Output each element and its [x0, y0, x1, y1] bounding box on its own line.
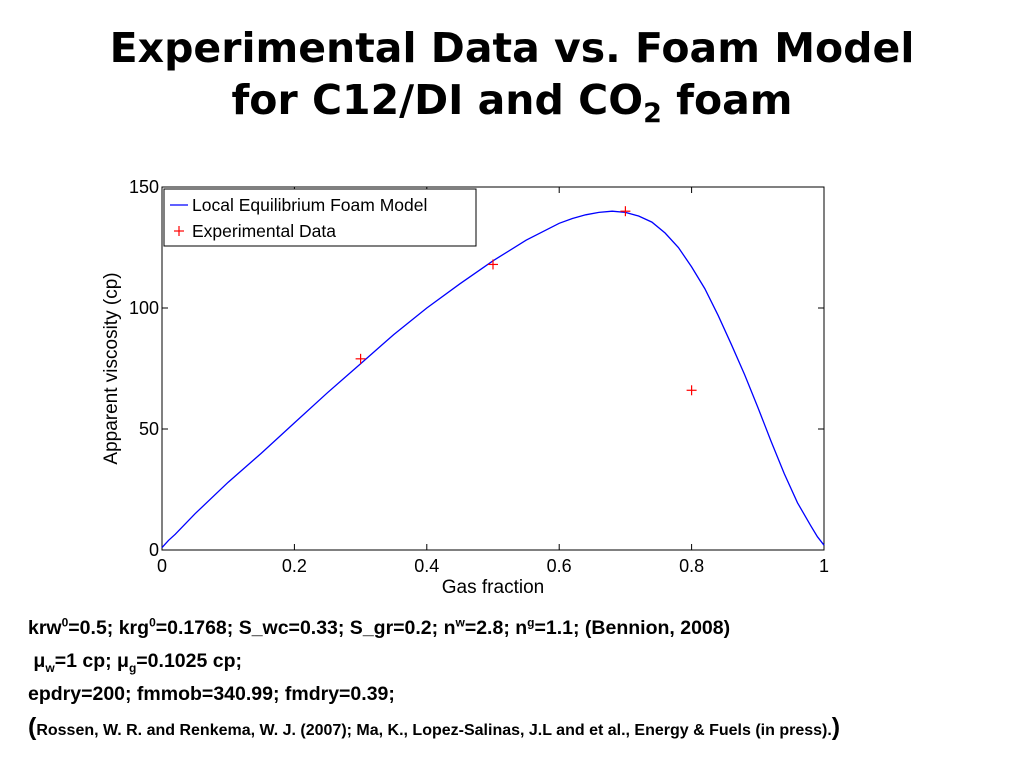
title-line-2-start: for C12/DI and CO — [231, 76, 644, 124]
data-point — [488, 259, 498, 270]
x-tick-label: 0.2 — [282, 556, 307, 576]
model-curve — [161, 210, 825, 549]
params-line-3: epdry=200; fmmob=340.99; fmdry=0.39; — [28, 683, 395, 705]
y-axis-label: Apparent viscosity (cp) — [101, 272, 122, 464]
krg-superscript: 0 — [149, 615, 156, 630]
x-tick-label: 0 — [157, 556, 167, 576]
title-subscript: 2 — [643, 98, 662, 129]
krw-superscript: 0 — [61, 615, 69, 630]
legend-label: Local Equilibrium Foam Model — [192, 195, 427, 215]
slide-title: Experimental Data vs. Foam Model for C12… — [0, 22, 1024, 140]
title-line-1: Experimental Data vs. Foam Model — [109, 24, 915, 72]
nw-value: =2.8; n — [464, 617, 528, 639]
mu-g-value: =0.1025 cp; — [136, 650, 242, 672]
mu-g-subscript: g — [128, 660, 137, 675]
x-tick-label: 0.4 — [414, 556, 439, 576]
plot-frame — [161, 186, 825, 551]
x-tick-label: 1 — [819, 556, 829, 576]
reference-text: Rossen, W. R. and Renkema, W. J. (2007);… — [36, 722, 832, 739]
close-paren: ) — [831, 713, 841, 741]
data-point — [686, 385, 697, 396]
x-tick-label: 0.6 — [547, 556, 572, 576]
krw-label: krw — [28, 617, 62, 639]
params-line-4: (Rossen, W. R. and Renkema, W. J. (2007)… — [28, 711, 1018, 747]
x-tick-label: 0.8 — [679, 556, 704, 576]
krg-value: =0.1768; S_wc=0.33; S_gr=0.2; n — [155, 617, 456, 639]
y-tick-label: 50 — [139, 419, 159, 439]
plot-area — [161, 206, 825, 549]
title-line-2: for C12/DI and CO2 foam — [0, 74, 1024, 140]
mu-w-value: =1 cp; μ — [54, 650, 129, 672]
chart: 0 0.2 0.4 0.6 0.8 1 0 50 100 150 Gas fraction Appar… — [101, 177, 829, 598]
legend-box — [163, 188, 477, 247]
parameters-text: krw0=0.5; krg0=0.1768; S_wc=0.33; S_gr=0… — [28, 612, 1018, 747]
y-tick-label: 100 — [129, 298, 159, 318]
legend: Local Equilibrium Foam Model Experimental… — [163, 188, 477, 247]
open-paren: ( — [28, 713, 37, 741]
title-line-2-end: foam — [661, 76, 793, 124]
params-line-1: krw0=0.5; krg0=0.1768; S_wc=0.33; S_gr=0… — [28, 612, 1018, 645]
mu-w-label: μ — [33, 650, 46, 672]
params-line-2: μw=1 cp; μg=0.1025 cp; — [28, 645, 1018, 678]
data-point — [620, 206, 631, 217]
legend-label: Experimental Data — [192, 221, 336, 241]
mu-w-subscript: w — [45, 660, 55, 675]
krw-value: =0.5; krg — [68, 617, 150, 639]
ng-value: =1.1; (Bennion, 2008) — [534, 617, 731, 639]
y-tick-label: 150 — [129, 177, 159, 197]
axes: 0 0.2 0.4 0.6 0.8 1 0 50 100 150 Gas fraction Appar… — [101, 177, 829, 598]
x-axis-label: Gas fraction — [442, 577, 544, 598]
y-tick-label: 0 — [149, 540, 159, 560]
ng-superscript: g — [527, 615, 535, 630]
nw-superscript: w — [455, 615, 465, 630]
data-point — [355, 353, 366, 364]
